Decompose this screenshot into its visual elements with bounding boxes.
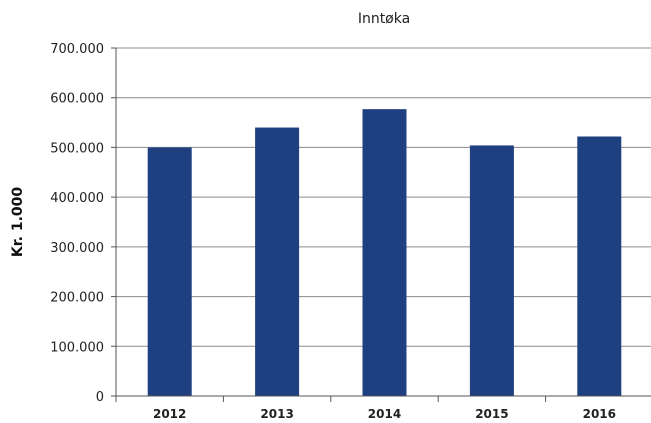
- x-tick-label: 2015: [475, 407, 508, 421]
- bar-2016: [577, 136, 622, 396]
- y-tick-labels: 0 100.000 200.000 300.000 400.000 500.000 600.…: [50, 42, 104, 405]
- x-tick-label: 2016: [583, 407, 616, 421]
- x-tick-label: 2014: [368, 407, 401, 421]
- bars: [147, 109, 622, 397]
- x-tick-label: 2012: [153, 407, 186, 421]
- y-axis-title: Kr. 1.000: [10, 187, 26, 257]
- y-tick-label: 300.000: [50, 241, 104, 256]
- y-tick-label: 700.000: [50, 42, 104, 57]
- y-tick-label: 600.000: [50, 92, 104, 107]
- chart-title: Inntøka: [358, 11, 410, 27]
- y-tick-label: 400.000: [50, 191, 104, 206]
- y-tick-label: 0: [96, 390, 104, 405]
- bar-2014: [362, 109, 407, 397]
- bar-2012: [147, 147, 192, 396]
- bar-2015: [469, 145, 514, 396]
- axes: [111, 47, 651, 402]
- bar-2013: [255, 127, 300, 397]
- x-tick-labels: 2012 2013 2014 2015 2016: [153, 407, 616, 421]
- y-tick-label: 100.000: [50, 340, 104, 355]
- x-tick-label: 2013: [260, 407, 293, 421]
- y-tick-label: 200.000: [50, 291, 104, 306]
- y-tick-label: 500.000: [50, 141, 104, 156]
